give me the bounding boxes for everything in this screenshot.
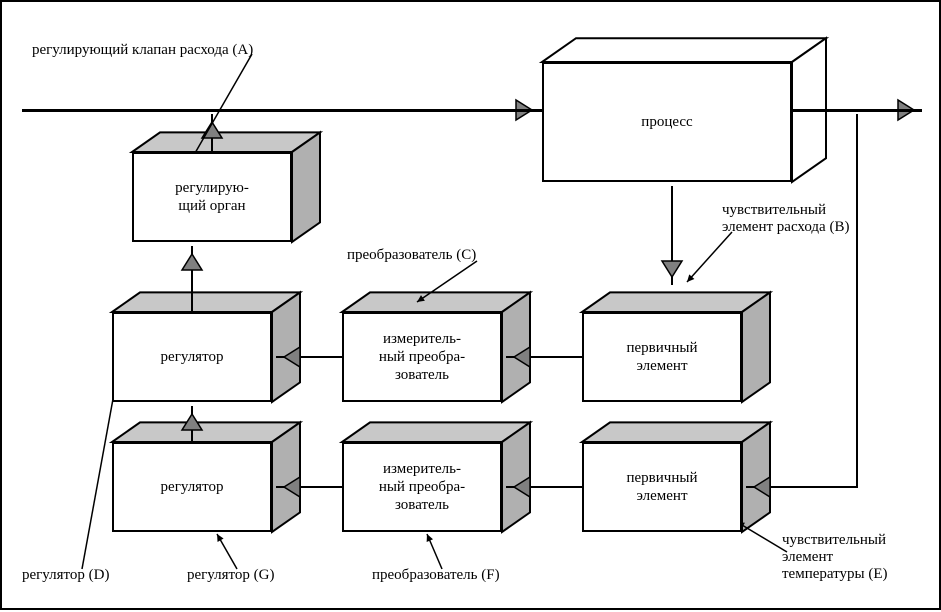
box-reg1-label: регулятор [112, 312, 272, 402]
box-prim1-label: первичный элемент [582, 312, 742, 402]
box-process-label: процесс [542, 62, 792, 182]
diagram-frame: процесс регулирую- щий орган регулятор регу… [0, 0, 941, 610]
callout-B: чувствительный элемент расхода (B) [722, 202, 849, 236]
box-conv2-label: измеритель- ный преобра- зователь [342, 442, 502, 532]
box-prim2-label: первичный элемент [582, 442, 742, 532]
box-conv1-label: измеритель- ный преобра- зователь [342, 312, 502, 402]
callout-D: регулятор (D) [22, 567, 109, 584]
callout-E: чувствительный элемент температуры (E) [782, 532, 888, 583]
box-reg2-label: регулятор [112, 442, 272, 532]
box-actuator-label: регулирую- щий орган [132, 152, 292, 242]
callout-A: регулирующий клапан расхода (A) [32, 42, 253, 59]
callout-F: преобразователь (F) [372, 567, 500, 584]
callout-G: регулятор (G) [187, 567, 274, 584]
callout-C: преобразователь (C) [347, 247, 476, 264]
